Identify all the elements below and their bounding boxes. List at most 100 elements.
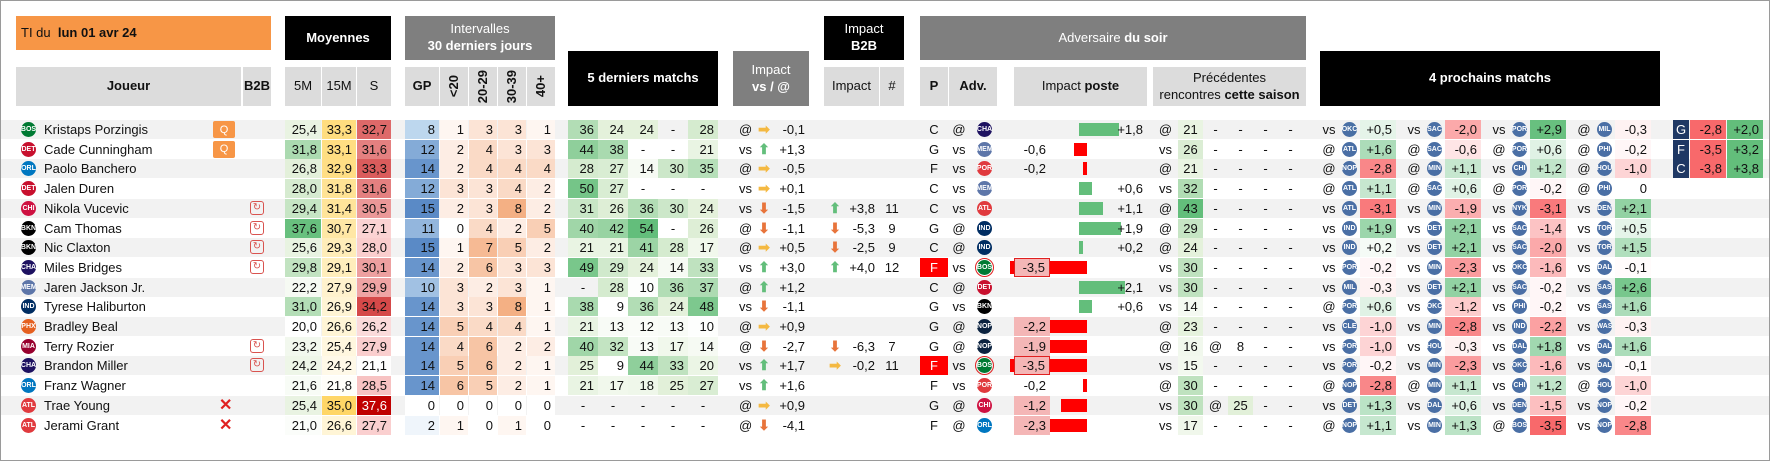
last-game-4: -	[670, 122, 676, 137]
previous-meeting-6: -	[1288, 240, 1293, 256]
avg-s: 30,1	[357, 257, 391, 277]
player-name[interactable]: Bradley Beal	[44, 319, 118, 334]
previous-meeting-6: -	[1288, 122, 1293, 137]
gp-value: 0	[405, 395, 439, 415]
player-name[interactable]: Brandon Miller	[44, 358, 128, 374]
next-impact-value: -1,4	[1530, 218, 1566, 238]
next-loc: @	[1407, 181, 1421, 197]
last-game-2: 9	[598, 356, 628, 376]
previous-meeting-5: -	[1263, 122, 1268, 137]
col-prec-line3: cette saison	[1224, 86, 1300, 102]
last-game-1: 21	[568, 238, 598, 258]
next-impact-value: -2,0	[1530, 238, 1566, 258]
header-intervalles-line1: Intervalles	[450, 21, 510, 37]
last-game-4: 13	[658, 317, 688, 336]
col-prec-line1: Précédentes	[1193, 69, 1266, 85]
player-name[interactable]: Terry Rozier	[44, 338, 115, 354]
avg-s: 28,5	[357, 376, 391, 396]
last-game-2: 42	[598, 218, 628, 238]
avg-5m: 21,0	[285, 415, 321, 435]
interval-i2: 3	[469, 297, 497, 317]
impact-vs-value: +1,2	[779, 279, 805, 295]
previous-meeting-2: 30	[1178, 277, 1203, 297]
next-impact-value: +1,5	[1615, 238, 1651, 258]
last-game-3: 24	[628, 120, 658, 139]
next-loc: vs	[1577, 279, 1591, 295]
impact-poste-value: +0,2	[1117, 240, 1143, 256]
col-impact-poste-l1: Impact	[1041, 78, 1081, 94]
player-name[interactable]: Cam Thomas	[44, 220, 122, 236]
previous-meeting-4: 8	[1228, 336, 1253, 356]
impact-poste-bar	[1038, 320, 1087, 333]
previous-meeting-1: @	[1158, 200, 1173, 216]
player-name[interactable]: Franz Wagner	[44, 378, 126, 394]
team-logo-icon: CHI	[21, 200, 36, 216]
interval-i2: 6	[469, 356, 497, 376]
player-row: CHI Nikola Vucevic ↻ 29,4 31,4 30,5 15 2 3 8 2 31 26…	[1, 198, 1769, 218]
next-loc: vs	[1407, 279, 1421, 295]
player-name[interactable]: Jaren Jackson Jr.	[44, 279, 146, 295]
previous-meeting-5: -	[1263, 161, 1268, 177]
player-name[interactable]: Nikola Vucevic	[44, 200, 129, 216]
avg-5m: 28,0	[285, 179, 321, 199]
b2b-repeat-icon: ↻	[250, 358, 264, 373]
last-game-4: 30	[658, 198, 688, 218]
last-game-2: 21	[598, 238, 628, 258]
avg-15m: 24,2	[322, 356, 356, 376]
position: C	[929, 181, 939, 197]
player-name[interactable]: Tyrese Haliburton	[44, 299, 146, 315]
b2b-count: 11	[885, 200, 899, 216]
player-name[interactable]: Nic Claxton	[44, 240, 111, 256]
interval-i3: 3	[498, 120, 526, 139]
next-opponent-logo-icon: DEN	[1512, 397, 1527, 413]
impact-poste-value: +0,6	[1117, 299, 1143, 315]
player-name[interactable]: Miles Bridges	[44, 259, 123, 275]
last-game-5: 24	[688, 198, 718, 218]
team-logo-icon: DET	[21, 141, 36, 157]
next-loc: vs	[1407, 220, 1421, 236]
next-opponent-logo-icon: SAC	[1512, 240, 1527, 256]
interval-i4: 1	[527, 376, 555, 396]
col-impact-poste: Impact poste	[1014, 67, 1147, 106]
player-name[interactable]: Trae Young	[44, 397, 111, 413]
player-name[interactable]: Paolo Banchero	[44, 161, 137, 177]
previous-meeting-2: 24	[1178, 238, 1203, 258]
player-row: IND Tyrese Haliburton 31,0 26,9 34,2 14 3 3 8 1 38…	[1, 297, 1769, 317]
opponent-logo-icon: NOP	[977, 338, 992, 354]
previous-meeting-3: -	[1213, 141, 1218, 157]
next-opponent-logo-icon: MIN	[1427, 358, 1442, 374]
previous-meeting-5: -	[1263, 259, 1268, 275]
impact-vs-loc: vs	[739, 141, 752, 157]
position: G	[928, 319, 940, 334]
position: F	[920, 356, 948, 376]
previous-meeting-6: -	[1288, 220, 1293, 236]
last-game-1: 25	[568, 356, 598, 376]
avg-5m: 25,6	[285, 238, 321, 258]
impact-poste-value: +1,8	[1117, 122, 1143, 137]
previous-meeting-4: -	[1238, 279, 1243, 295]
player-name[interactable]: Cade Cunningham	[44, 141, 153, 157]
last-game-1: -	[580, 417, 586, 433]
player-name[interactable]: Jalen Duren	[44, 181, 115, 197]
interval-i4: 2	[527, 336, 555, 356]
avg-s: 27,9	[357, 336, 391, 356]
player-row: BKN Nic Claxton ↻ 25,6 29,3 28,0 15 1 7 5 2 21 21 41 2…	[1, 238, 1769, 258]
next-opponent-logo-icon: MIN	[1427, 161, 1442, 177]
last-game-1: 40	[568, 336, 598, 356]
next-impact-value: +1,9	[1360, 218, 1396, 238]
next-opponent-logo-icon: SAS	[1597, 279, 1612, 295]
player-name[interactable]: Jerami Grant	[44, 417, 120, 433]
impact-poste-bar	[1079, 241, 1084, 255]
next-opponent-logo-icon: MIN	[1427, 319, 1442, 334]
previous-meeting-6: -	[1288, 378, 1293, 394]
gp-value: 14	[405, 336, 439, 356]
player-name[interactable]: Kristaps Porzingis	[44, 122, 149, 137]
next-impact-value: +2,6	[1615, 277, 1651, 297]
last-game-5: 17	[688, 238, 718, 258]
previous-meeting-1: @	[1158, 122, 1173, 137]
previous-meeting-1: @	[1158, 240, 1173, 256]
impact-vs-value: +1,3	[779, 141, 805, 157]
next-impact-value: +1,6	[1360, 139, 1396, 159]
b2b-down-arrow-icon: ⬇	[829, 239, 841, 256]
previous-meeting-1: @	[1158, 161, 1173, 177]
